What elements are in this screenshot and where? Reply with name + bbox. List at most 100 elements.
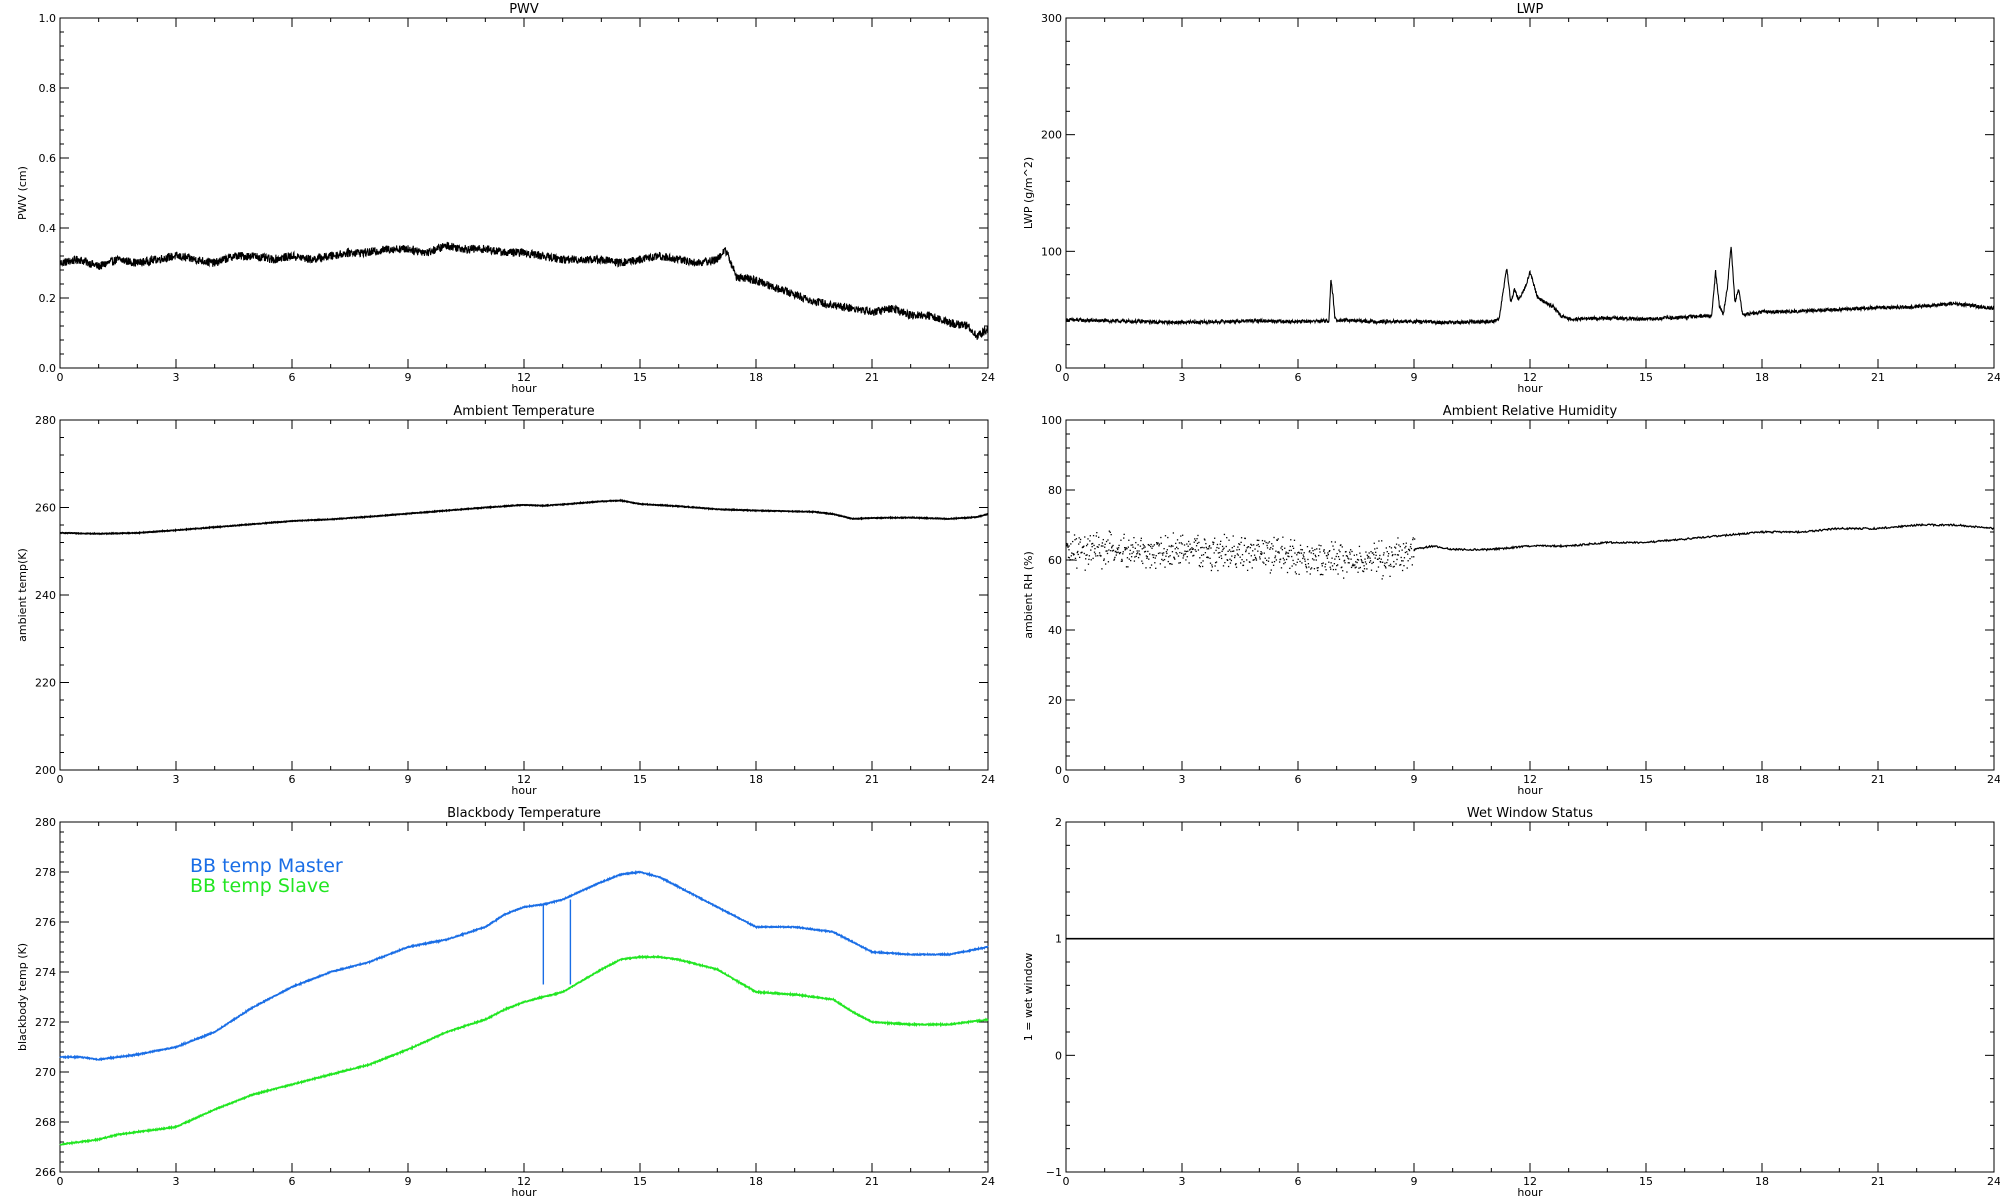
data-point [1394,547,1397,549]
data-point [1263,562,1265,564]
x-tick-label: 12 [1523,773,1537,786]
x-tick-label: 18 [1755,371,1769,384]
legend-entry: BB temp Slave [190,875,330,897]
y-tick-label: 272 [35,1016,56,1029]
x-tick-label: 9 [1411,1175,1418,1188]
x-tick-label: 18 [749,371,763,384]
data-point [1395,543,1398,545]
data-point [1168,556,1170,558]
data-point [1275,550,1277,552]
data-point [1362,570,1365,573]
data-point [1287,552,1290,554]
data-point [1206,548,1208,550]
data-point [1120,560,1123,562]
data-point [1402,543,1405,545]
data-point [1113,558,1116,560]
data-point [1360,558,1362,561]
data-point [1302,557,1304,560]
x-tick-label: 18 [1755,773,1769,786]
y-axis-label: blackbody temp (K) [16,943,29,1051]
data-point [1355,566,1357,568]
data-point [1310,568,1312,570]
data-point [1229,558,1231,560]
data-point [1402,560,1404,562]
data-point [1348,558,1350,560]
data-point [1374,557,1376,559]
data-point [1237,554,1239,556]
data-point [1361,561,1363,564]
data-point [1152,545,1154,547]
y-tick-label: 60 [1048,554,1062,567]
data-point [1238,548,1240,551]
data-point [1171,563,1173,565]
data-point [1092,534,1095,537]
data-point [1185,559,1187,561]
data-point [1331,565,1334,567]
data-point [1118,544,1120,547]
data-point [1211,566,1213,568]
data-point [1328,561,1330,563]
data-point [1146,556,1149,558]
x-tick-label: 6 [289,773,296,786]
data-point [1336,564,1338,567]
data-point [1070,555,1072,557]
data-point [1078,543,1080,545]
data-point [1187,550,1189,552]
data-point [1369,557,1371,559]
data-point [1203,538,1206,540]
x-tick-label: 18 [1755,1175,1769,1188]
data-point [1370,550,1372,553]
data-point [1214,562,1217,564]
data-point [1165,551,1168,553]
series-line [60,498,989,536]
data-point [1210,547,1212,549]
data-point [1293,539,1296,541]
data-point [1115,550,1117,553]
data-point [1392,554,1394,556]
data-point [1096,546,1098,548]
data-point [1152,556,1155,559]
data-point [1182,555,1185,557]
data-point [1362,570,1364,572]
x-tick-label: 21 [865,371,879,384]
data-point [1312,550,1314,552]
data-point [1365,551,1367,553]
data-point [1299,544,1302,546]
data-point [1377,558,1379,560]
data-point [1298,551,1300,553]
data-point [1320,545,1322,547]
data-point [1189,548,1192,550]
x-tick-label: 24 [981,1175,995,1188]
data-point [1129,549,1131,552]
data-point [1380,561,1382,563]
data-point [1090,559,1092,561]
data-point [1411,556,1413,558]
data-point [1085,544,1088,547]
data-point [1125,547,1127,549]
data-point [1140,539,1142,542]
data-point [1256,539,1259,541]
data-point [1169,563,1171,565]
data-point [1117,551,1119,553]
data-point [1270,569,1272,571]
data-point [1370,569,1373,571]
data-point [1089,540,1091,542]
y-tick-label: 266 [35,1166,56,1179]
data-point [1404,547,1406,549]
data-point [1352,563,1354,565]
data-point [1372,552,1374,554]
data-point [1316,567,1318,569]
data-point [1239,543,1241,546]
data-point [1240,562,1242,564]
data-point [1113,559,1115,561]
data-point [1084,569,1086,571]
data-point [1300,552,1303,554]
data-point [1364,561,1367,563]
data-point [1067,556,1070,559]
data-point [1216,546,1218,549]
data-point [1183,544,1186,546]
data-point [1260,551,1262,553]
x-tick-label: 12 [1523,1175,1537,1188]
data-point [1198,564,1201,567]
